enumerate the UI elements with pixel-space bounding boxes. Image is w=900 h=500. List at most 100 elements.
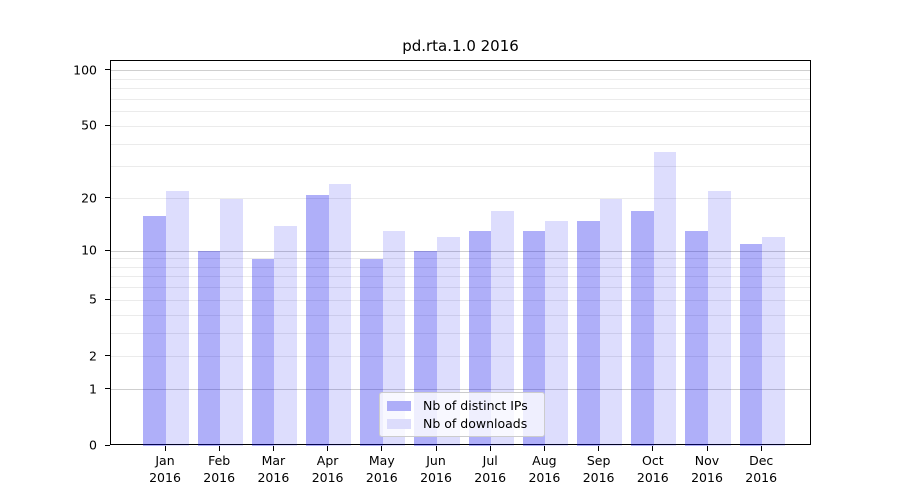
y-tick-label: 100 <box>73 62 97 78</box>
gridline-minor <box>111 266 810 268</box>
x-tick-year: 2016 <box>636 470 669 485</box>
gridline-major <box>111 250 810 252</box>
chart-title: pd.rta.1.0 2016 <box>402 37 519 55</box>
x-tick-year: 2016 <box>311 470 344 485</box>
bar-downloads <box>545 220 569 446</box>
bar-distinct-ips <box>685 231 708 446</box>
x-tick-label: Nov 2016 <box>677 452 737 486</box>
gridline-minor <box>111 258 810 260</box>
bar-downloads <box>328 184 352 446</box>
y-tick-label: 2 <box>89 348 97 364</box>
x-axis-tick <box>489 446 491 451</box>
y-axis-tick <box>105 249 110 251</box>
x-tick-month: Feb <box>208 453 231 468</box>
legend-label-distinct-ips: Nb of distinct IPs <box>423 398 528 413</box>
bar-downloads <box>708 191 731 446</box>
x-tick-label: Mar 2016 <box>243 452 303 486</box>
x-tick-month: Dec <box>749 453 774 468</box>
x-axis-tick <box>272 446 274 451</box>
bar-distinct-ips <box>305 194 329 446</box>
bar-distinct-ips <box>251 258 275 446</box>
gridline-minor <box>111 143 810 145</box>
y-tick-label: 50 <box>81 117 97 133</box>
y-axis-tick <box>105 69 110 71</box>
legend-swatch-distinct-ips <box>387 400 411 411</box>
x-axis-tick <box>381 446 383 451</box>
bar-downloads <box>653 152 677 446</box>
x-tick-year: 2016 <box>257 470 290 485</box>
bar-distinct-ips <box>143 215 166 446</box>
bar-downloads <box>762 237 785 446</box>
legend-item-downloads: Nb of downloads <box>387 416 536 431</box>
plot-area <box>110 60 811 446</box>
gridline-minor <box>111 111 810 113</box>
bar-distinct-ips <box>576 220 600 446</box>
x-tick-month: Apr <box>316 453 339 468</box>
gridline-minor <box>111 299 810 301</box>
x-tick-month: Oct <box>641 453 664 468</box>
x-tick-label: Jan 2016 <box>135 452 195 486</box>
x-tick-label: Dec 2016 <box>731 452 791 486</box>
x-tick-label: Sep 2016 <box>569 452 629 486</box>
x-tick-label: May 2016 <box>352 452 412 486</box>
gridline-minor <box>111 287 810 289</box>
gridline-minor <box>111 198 810 199</box>
y-tick-label: 1 <box>89 381 97 397</box>
x-axis-tick <box>543 446 545 451</box>
gridline-minor <box>111 125 810 127</box>
legend-item-distinct-ips: Nb of distinct IPs <box>387 398 536 413</box>
x-tick-year: 2016 <box>365 470 398 485</box>
x-axis-tick <box>598 446 600 451</box>
x-tick-month: Mar <box>261 453 286 468</box>
x-axis-tick <box>218 446 220 451</box>
x-tick-month: May <box>368 453 395 468</box>
bar-downloads <box>491 211 514 446</box>
x-axis-tick <box>706 446 708 451</box>
x-tick-month: Jan <box>155 453 175 468</box>
x-tick-label: Apr 2016 <box>298 452 358 486</box>
bar-distinct-ips <box>360 258 383 446</box>
gridline-minor <box>111 276 810 278</box>
x-tick-month: Nov <box>694 453 720 468</box>
x-axis-tick <box>435 446 437 451</box>
bar-downloads <box>599 198 623 446</box>
x-tick-month: Jul <box>482 453 498 468</box>
y-axis-tick <box>105 124 110 126</box>
y-axis-tick <box>105 197 110 198</box>
x-axis-tick <box>164 446 166 451</box>
bar-downloads <box>166 191 189 446</box>
y-axis-tick <box>105 388 110 390</box>
x-tick-year: 2016 <box>474 470 507 485</box>
bar-distinct-ips <box>739 244 763 446</box>
gridline-major <box>111 389 810 391</box>
gridline-minor <box>111 314 810 316</box>
x-tick-year: 2016 <box>420 470 452 485</box>
x-axis-tick <box>327 446 329 451</box>
x-tick-month: Aug <box>532 453 557 468</box>
x-tick-year: 2016 <box>203 470 236 485</box>
gridline-minor <box>111 88 810 90</box>
y-axis-tick <box>105 444 110 446</box>
legend: Nb of distinct IPs Nb of downloads <box>379 392 545 437</box>
bar-distinct-ips <box>631 211 654 446</box>
legend-swatch-downloads <box>387 418 411 429</box>
gridline-major <box>111 70 810 72</box>
x-tick-label: Oct 2016 <box>623 452 683 486</box>
gridline-minor <box>111 78 810 80</box>
bar-distinct-ips <box>197 251 221 446</box>
gridline-minor <box>111 166 810 168</box>
gridline-minor <box>111 98 810 100</box>
y-tick-label: 10 <box>81 242 97 258</box>
bar-downloads <box>220 198 243 446</box>
x-tick-year: 2016 <box>149 470 181 485</box>
x-tick-year: 2016 <box>691 470 723 485</box>
x-tick-year: 2016 <box>528 470 561 485</box>
y-tick-label: 0 <box>89 437 97 453</box>
x-axis-tick <box>652 446 654 451</box>
x-tick-year: 2016 <box>745 470 778 485</box>
y-tick-label: 5 <box>89 291 97 307</box>
y-axis-tick <box>105 355 110 357</box>
x-tick-year: 2016 <box>582 470 615 485</box>
x-tick-label: Jun 2016 <box>406 452 466 486</box>
